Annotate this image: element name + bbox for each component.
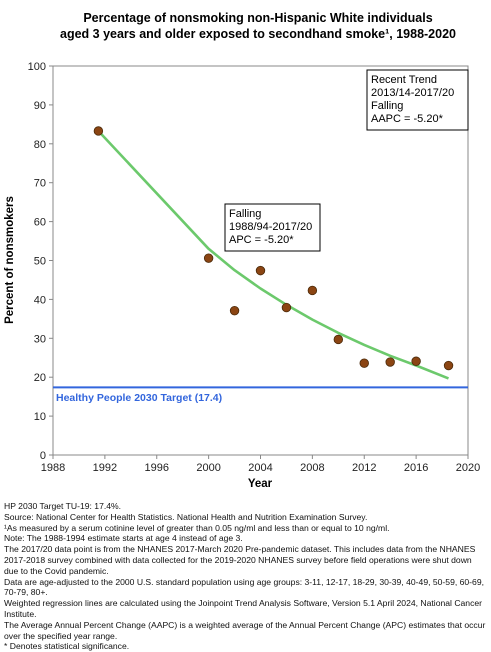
y-tick-label: 80 bbox=[34, 139, 46, 151]
x-tick-label: 2020 bbox=[456, 462, 480, 474]
y-tick-label: 90 bbox=[34, 100, 46, 112]
data-points bbox=[93, 126, 454, 371]
chart-title-line-2: aged 3 years and older exposed to second… bbox=[60, 27, 456, 41]
data-point bbox=[203, 253, 214, 263]
x-axis-title: Year bbox=[248, 478, 273, 490]
data-point bbox=[93, 126, 104, 136]
y-tick-label: 70 bbox=[34, 178, 46, 190]
footnote: Data are age-adjusted to the 2000 U.S. s… bbox=[4, 576, 484, 598]
target-label: Healthy People 2030 Target (17.4) bbox=[56, 392, 222, 404]
footnote: * Denotes statistical significance. bbox=[4, 641, 130, 652]
y-tick-label: 0 bbox=[40, 450, 46, 462]
data-point bbox=[443, 360, 454, 371]
annotation-recent-line-1: Recent Trend bbox=[371, 74, 437, 86]
data-point bbox=[307, 285, 318, 296]
x-tick-label: 1988 bbox=[41, 462, 65, 474]
y-axis-title: Percent of nonsmokers bbox=[4, 196, 16, 324]
y-tick-label: 20 bbox=[34, 372, 46, 384]
footnote: The 2017/20 data point is from the NHANE… bbox=[4, 544, 476, 576]
y-tick-label: 60 bbox=[34, 217, 46, 229]
y-tick-label: 100 bbox=[28, 61, 46, 73]
data-point bbox=[411, 356, 421, 366]
x-tick-label: 2016 bbox=[404, 462, 428, 474]
annotation-recent-line-3: Falling bbox=[371, 100, 403, 112]
annotation-box-recent: Recent Trend 2013/14-2017/20 Falling AAP… bbox=[366, 69, 469, 131]
y-tick-label: 30 bbox=[34, 333, 46, 345]
footnote: Source: National Center for Health Stati… bbox=[4, 511, 368, 522]
x-axis: 1988 1992 1996 2000 2004 2008 2012 2016 2020 bbox=[41, 455, 480, 474]
annotation-recent-line-2: 2013/14-2017/20 bbox=[371, 87, 454, 99]
data-point bbox=[385, 357, 395, 367]
x-tick-label: 1992 bbox=[93, 462, 117, 474]
data-point bbox=[255, 265, 266, 276]
y-tick-label: 40 bbox=[34, 294, 46, 306]
y-tick-label: 10 bbox=[34, 411, 46, 423]
footnote: Weighted regression lines are calculated… bbox=[4, 598, 483, 619]
chart-title-line-1: Percentage of nonsmoking non-Hispanic Wh… bbox=[83, 11, 432, 25]
data-point bbox=[281, 302, 292, 313]
x-tick-label: 2000 bbox=[196, 462, 220, 474]
annotation-box-overall: Falling 1988/94-2017/20 APC = -5.20* bbox=[224, 203, 321, 252]
footnote: ¹As measured by a serum cotinine level o… bbox=[4, 522, 390, 533]
annotation-overall-line-3: APC = -5.20* bbox=[229, 234, 294, 246]
data-point bbox=[359, 358, 369, 368]
data-point bbox=[229, 305, 240, 316]
x-tick-label: 2004 bbox=[248, 462, 272, 474]
annotation-recent-line-4: AAPC = -5.20* bbox=[371, 113, 444, 125]
footnote: The Average Annual Percent Change (AAPC)… bbox=[4, 619, 486, 641]
y-axis: 0 10 20 30 40 50 60 70 80 90 100 bbox=[28, 61, 53, 462]
x-tick-label: 2012 bbox=[352, 462, 376, 474]
trend-line bbox=[97, 130, 449, 380]
footnotes: HP 2030 Target TU-19: 17.4%. Source: Nat… bbox=[4, 501, 488, 652]
x-tick-label: 1996 bbox=[145, 462, 169, 474]
annotation-overall-line-2: 1988/94-2017/20 bbox=[229, 221, 312, 233]
footnote: Note: The 1988-1994 estimate starts at a… bbox=[4, 533, 243, 544]
y-tick-label: 50 bbox=[34, 256, 46, 268]
annotation-overall-line-1: Falling bbox=[229, 208, 261, 220]
chart: Percentage of nonsmoking non-Hispanic Wh… bbox=[4, 11, 480, 490]
data-point bbox=[333, 334, 344, 345]
footnote: HP 2030 Target TU-19: 17.4%. bbox=[4, 501, 122, 511]
x-tick-label: 2008 bbox=[300, 462, 324, 474]
